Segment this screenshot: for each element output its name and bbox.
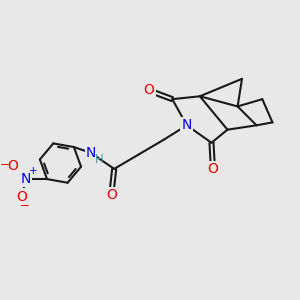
Text: O: O xyxy=(16,190,27,203)
Text: N: N xyxy=(86,146,96,160)
Text: −: − xyxy=(20,199,30,212)
Text: N: N xyxy=(182,118,192,132)
Text: +: + xyxy=(29,166,38,176)
Text: H: H xyxy=(95,153,103,166)
Text: N: N xyxy=(21,172,31,186)
Text: O: O xyxy=(8,159,19,173)
Text: O: O xyxy=(144,83,154,98)
Text: −: − xyxy=(0,158,10,171)
Text: O: O xyxy=(106,188,117,202)
Text: O: O xyxy=(208,162,218,176)
